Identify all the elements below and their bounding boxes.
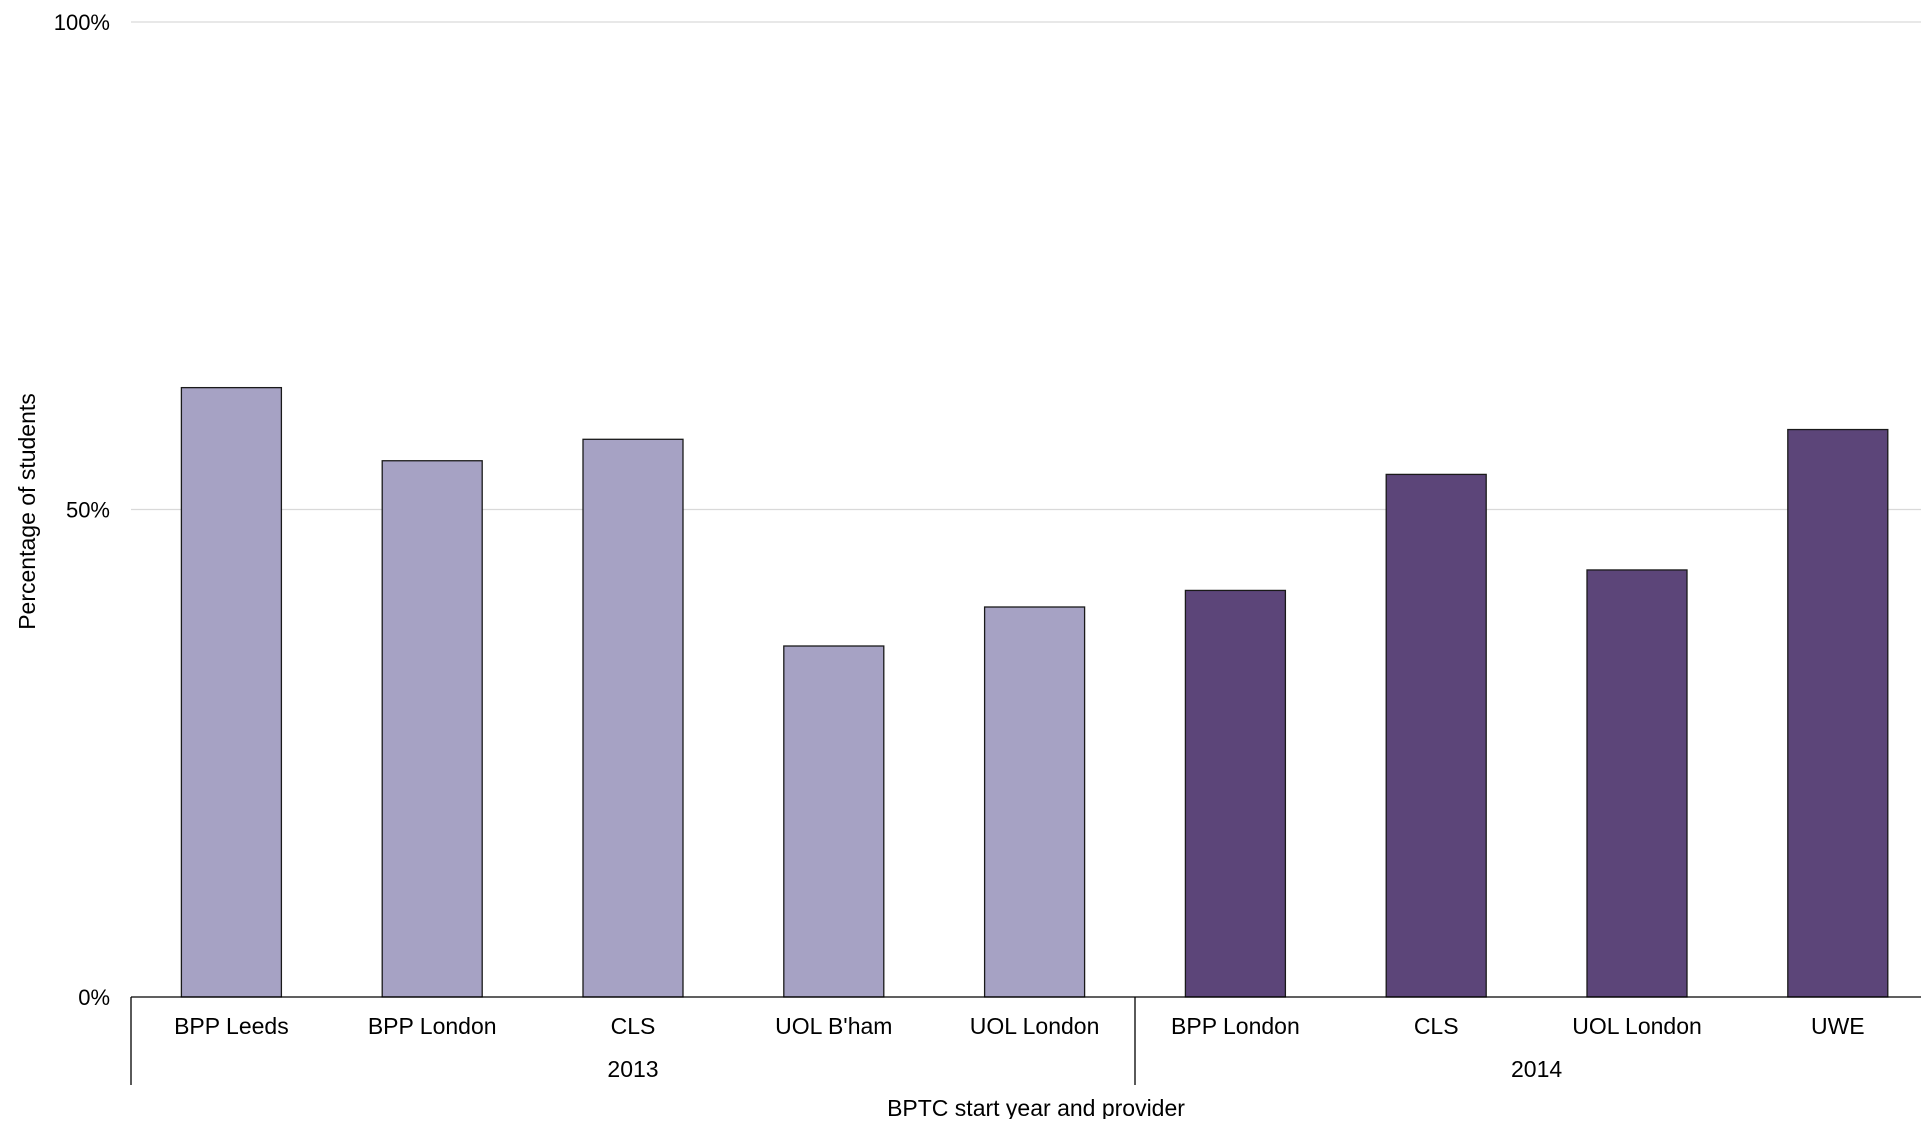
bar-2013-uol-b-ham	[783, 645, 885, 998]
group-label-2013: 2013	[607, 1056, 658, 1082]
gridlines	[131, 21, 1921, 511]
category-label: UOL London	[970, 1013, 1100, 1039]
bar-2013-bpp-leeds	[180, 386, 283, 998]
category-label: CLS	[611, 1013, 656, 1039]
category-label: CLS	[1414, 1013, 1459, 1039]
bar-2014-bpp-london	[1184, 589, 1287, 998]
bars	[180, 386, 1889, 998]
category-label: BPP London	[1171, 1013, 1300, 1039]
y-tick-label: 50%	[66, 498, 110, 523]
axes	[130, 996, 1921, 1085]
category-label: UOL London	[1572, 1013, 1702, 1039]
bar-2013-cls	[582, 438, 684, 998]
bar-2014-uwe	[1787, 428, 1889, 998]
group-label-2014: 2014	[1511, 1056, 1562, 1082]
bar-2014-uol-london	[1586, 569, 1688, 998]
labels: 0% 50% 100% BPP Leeds BPP London CLS UOL B'ham…	[54, 10, 1865, 1082]
bar-2013-bpp-london	[381, 460, 483, 998]
category-label: UWE	[1811, 1013, 1865, 1039]
category-label: UOL B'ham	[775, 1013, 892, 1039]
category-label: BPP Leeds	[174, 1013, 289, 1039]
category-label: BPP London	[368, 1013, 497, 1039]
y-tick-label: 100%	[54, 10, 110, 35]
bar-2014-cls	[1385, 473, 1487, 998]
y-tick-label: 0%	[78, 985, 110, 1010]
y-axis-title: Percentage of students	[14, 393, 40, 630]
x-axis-title: BPTC start year and provider	[887, 1095, 1185, 1119]
bar-2013-uol-london	[983, 606, 1086, 998]
